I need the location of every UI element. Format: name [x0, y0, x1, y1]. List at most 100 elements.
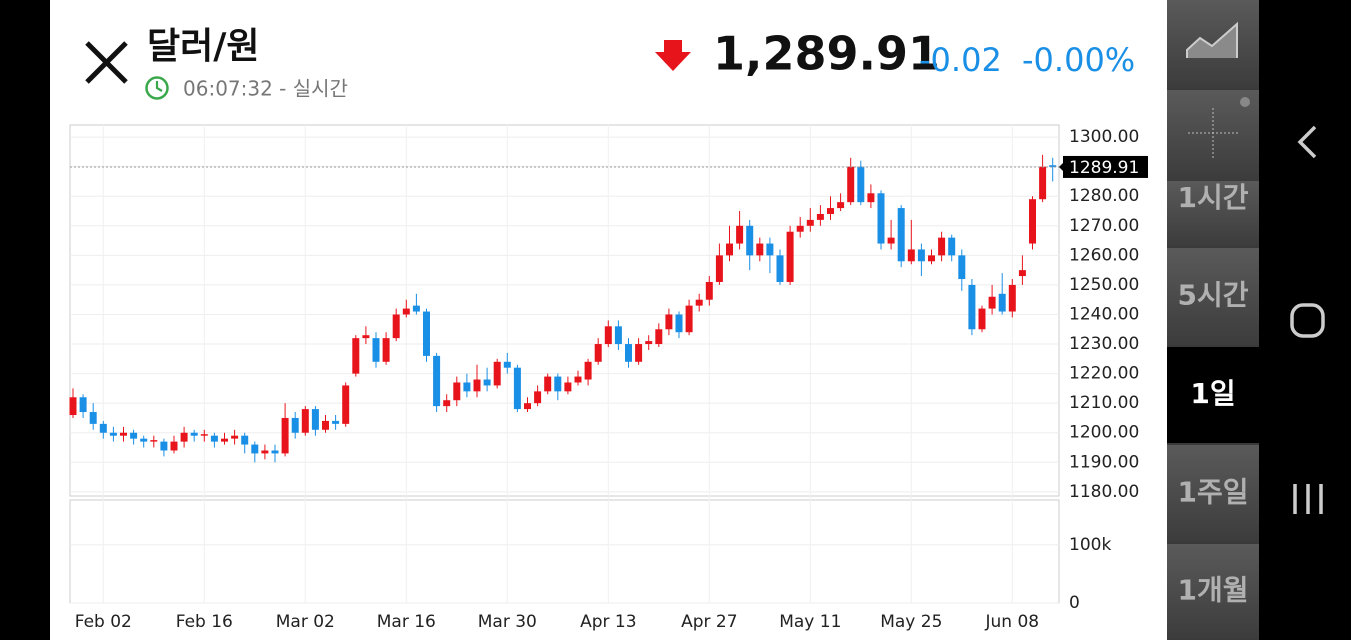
back-button[interactable] [1297, 125, 1317, 159]
candle-body [978, 308, 986, 330]
interval-label: 1시간 [1177, 181, 1248, 214]
candle-body [392, 314, 400, 339]
x-tick-label: Apr 13 [580, 612, 636, 632]
candle-body [625, 344, 632, 362]
candle-body [322, 420, 329, 430]
interval-label: 1개월 [1177, 574, 1248, 607]
candle-body [635, 344, 643, 362]
candle-body [473, 379, 481, 392]
home-button[interactable] [1290, 303, 1325, 338]
y-tick-label: 1270.00 [1069, 216, 1139, 236]
candle-body [554, 376, 562, 392]
x-tick-label: Mar 30 [478, 612, 537, 632]
candle-body [544, 376, 552, 392]
candle-body [917, 249, 925, 262]
candle-body [907, 249, 915, 262]
candle-body [998, 293, 1006, 312]
x-tick-label: Jun 08 [984, 612, 1039, 632]
y-tick-label: 1190.00 [1069, 452, 1139, 472]
candle-body [665, 314, 673, 330]
candle-body [493, 361, 501, 386]
candle-body [109, 432, 117, 436]
candle-body [69, 397, 77, 416]
y-tick-label: 1200.00 [1069, 423, 1139, 443]
candle-body [99, 423, 107, 433]
candle-body [604, 326, 612, 345]
candle-body [190, 432, 198, 436]
last-price-box [1063, 155, 1148, 178]
candle-body [241, 435, 249, 445]
interval-button[interactable] [1167, 347, 1259, 443]
nav-bar [1259, 0, 1351, 640]
y-tick-label: 1250.00 [1069, 275, 1139, 295]
candle-body [847, 166, 855, 203]
candle-body [433, 355, 441, 407]
y-tick-label: 1230.00 [1069, 334, 1139, 354]
candle-body [574, 376, 582, 383]
candle-body [877, 193, 885, 244]
interval-button[interactable] [1167, 181, 1259, 246]
interval-label: 1일 [1190, 377, 1235, 410]
candle-body [948, 237, 956, 256]
interval-label: 1주일 [1177, 476, 1248, 509]
volume-tick-label: 100k [1069, 535, 1111, 555]
x-tick-label: May 11 [779, 612, 841, 632]
interval-label: 5시간 [1177, 279, 1248, 312]
candle-body [372, 338, 380, 362]
candle-body [968, 284, 976, 330]
candle-body [483, 379, 491, 386]
volume-tick-label: 0 [1069, 593, 1080, 613]
x-tick-label: Apr 27 [681, 612, 737, 632]
candle-body [453, 382, 461, 401]
x-tick-label: Mar 16 [377, 612, 436, 632]
candle-body [463, 382, 471, 392]
candle-body [897, 208, 905, 262]
candle-body [291, 417, 299, 433]
candle-body [715, 255, 723, 282]
x-tick-label: May 25 [880, 612, 942, 632]
candle-body [786, 231, 794, 282]
crosshair-button[interactable] [1167, 90, 1259, 180]
candle-body [928, 255, 935, 262]
candle-body [443, 400, 451, 407]
candle-body [938, 237, 946, 256]
candle-body [382, 338, 390, 362]
change: -0.02 [919, 41, 1002, 79]
interval-button[interactable] [1167, 248, 1259, 345]
interval-button[interactable] [1167, 544, 1259, 639]
candle-body [827, 208, 834, 214]
candle-body [867, 193, 875, 203]
candle-body [594, 344, 602, 362]
candle-body [524, 403, 531, 410]
title: 달러/원 [147, 26, 260, 67]
last-price-label: 1289.91 [1069, 158, 1139, 178]
left-edge [0, 0, 50, 640]
recents-button[interactable] [1293, 484, 1323, 514]
y-tick-label: 1220.00 [1069, 364, 1139, 384]
candle-body [231, 435, 239, 439]
candle-body [160, 441, 168, 451]
y-tick-label: 1240.00 [1069, 304, 1139, 324]
candle-body [837, 202, 845, 209]
candle-body [726, 243, 733, 256]
y-tick-label: 1300.00 [1069, 127, 1139, 147]
interval-button[interactable] [1167, 445, 1259, 542]
candle-body [736, 225, 744, 244]
x-tick-label: Feb 16 [176, 612, 233, 632]
candle-body [645, 341, 653, 345]
candle-body [614, 326, 622, 345]
candle-body [513, 367, 521, 410]
candle-body [503, 361, 511, 368]
candle-body [746, 225, 754, 256]
candle-body [221, 438, 228, 442]
close-button[interactable] [85, 41, 128, 84]
candle-body [1049, 165, 1057, 167]
candle-body [200, 434, 208, 436]
candle-body [311, 409, 319, 430]
candle-body [685, 305, 693, 333]
candle-body [816, 213, 824, 220]
candle-body [756, 243, 764, 256]
candle-body [857, 166, 865, 203]
line-chart-button[interactable] [1167, 0, 1259, 88]
